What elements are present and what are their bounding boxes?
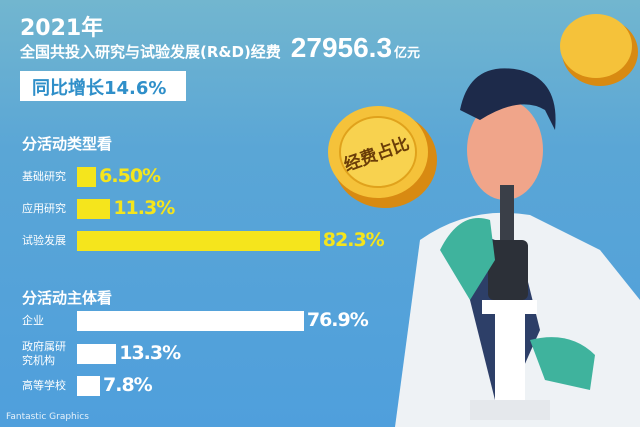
coin-icon [328,106,437,208]
bar [77,376,100,396]
year-title: 2021年 [20,16,104,41]
amount-unit: 亿元 [394,46,421,61]
chart-title-entity: 分活动主体看 [22,289,113,307]
category-label: 基础研究 [22,170,66,183]
data-label: 76.9% [306,309,369,331]
subtitle: 全国共投入研究与试验发展(R&D)经费 [20,43,281,61]
data-label: 7.8% [103,374,153,396]
total-amount: 27956.3 [290,32,393,63]
bar [77,199,111,219]
data-label: 82.3% [322,229,385,251]
growth-badge: 同比增长14.6% [20,71,186,101]
category-label: 应用研究 [22,202,66,215]
category-label: 高等学校 [22,379,66,392]
coin-icon [560,14,638,86]
bar [77,311,304,331]
bar [77,167,97,187]
chart-title-type: 分活动类型看 [22,135,113,153]
headline-row: 全国共投入研究与试验发展(R&D)经费 27956.3 亿元 [20,32,420,64]
category-label: 试验发展 [22,234,66,247]
category-label: 企业 [22,314,44,327]
data-label: 6.50% [99,165,161,187]
data-label: 13.3% [119,342,181,364]
category-label: 政府属研 究机构 [22,340,66,367]
data-label: 11.3% [113,197,175,219]
watermark: Fantastic Graphics [6,412,89,422]
bar [77,231,320,251]
bar [77,344,117,364]
